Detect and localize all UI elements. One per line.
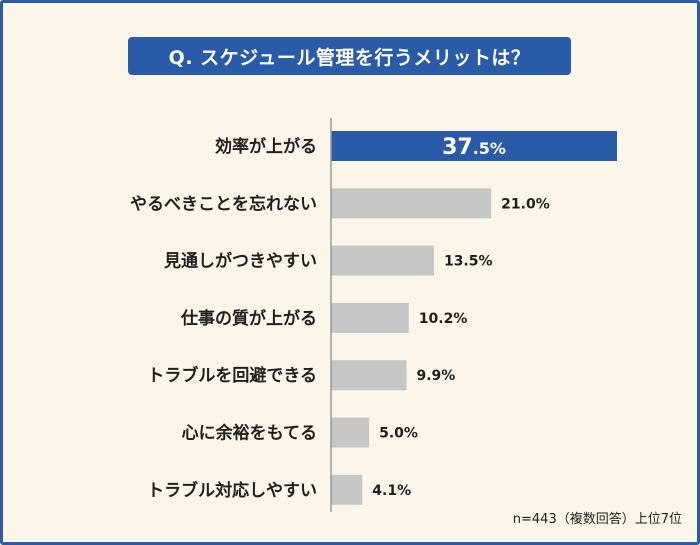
value-label: 10.2% (419, 311, 468, 327)
bar (331, 474, 363, 505)
value-label: 37.5% (442, 135, 506, 160)
value-label: 9.9% (417, 368, 456, 384)
category-label: 見通しがつきやすい (163, 251, 317, 272)
category-label: トラブルを回避できる (147, 365, 317, 386)
bar (331, 302, 409, 333)
category-label: 心に余裕をもてる (182, 423, 317, 444)
chart-title: Q. スケジュール管理を行うメリットは？ (128, 37, 571, 75)
value-label: 13.5% (444, 254, 493, 270)
category-label: やるべきことを忘れない (130, 193, 317, 214)
bar (331, 188, 492, 219)
sample-size-note: n=443（複数回答）上位7位 (512, 512, 682, 527)
value-label: 21.0% (501, 196, 550, 212)
bar-highlight (331, 131, 617, 161)
bar (331, 360, 407, 391)
category-label: 仕事の質が上がる (180, 308, 317, 329)
category-label: 効率が上がる (215, 136, 317, 157)
value-label: 5.0% (379, 426, 418, 442)
value-label: 4.1% (372, 483, 411, 499)
category-label: トラブル対応しやすい (147, 480, 317, 501)
bar (331, 417, 370, 448)
bar (331, 245, 434, 276)
